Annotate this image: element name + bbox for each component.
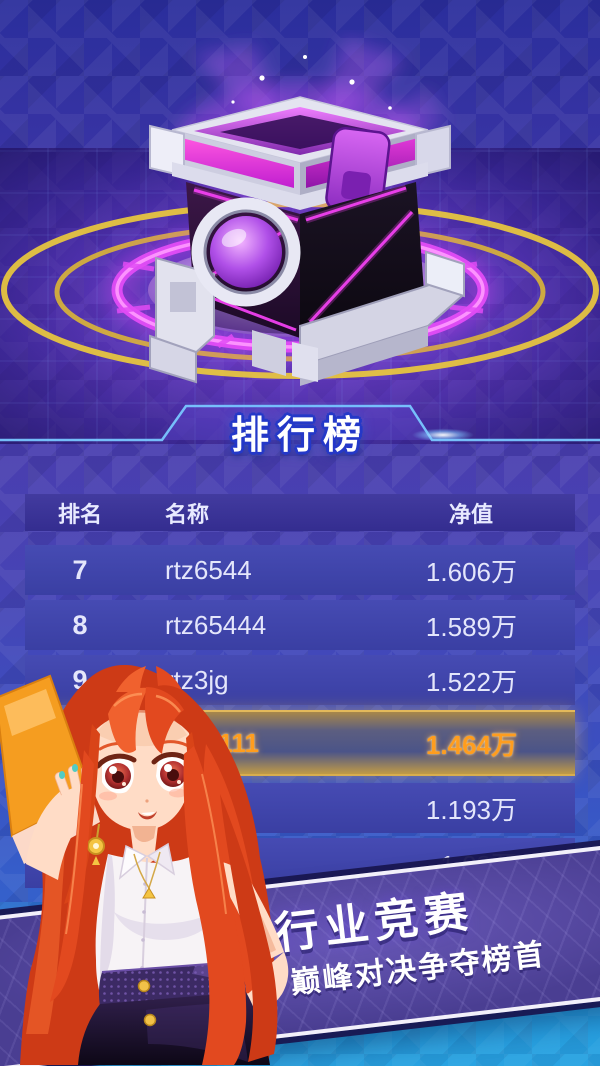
sparkles — [231, 55, 392, 110]
leaderboard-title-tab: 排行榜 — [0, 398, 600, 460]
table-row: 8 rtz65444 1.589万 — [25, 600, 575, 650]
table-header: 排名 名称 净值 — [25, 494, 575, 531]
rank-cell: 7 — [72, 554, 88, 585]
rank-cell: 8 — [72, 609, 88, 640]
value-cell: 1.606万 — [425, 556, 517, 587]
value-cell: 1.464万 — [425, 729, 517, 760]
header-name: 名称 — [165, 501, 210, 527]
anime-girl-mascot — [0, 664, 289, 1065]
value-cell: 1.522万 — [425, 666, 517, 697]
header-value: 净值 — [448, 501, 493, 527]
header-rank: 排名 — [57, 501, 102, 527]
value-cell: 1.589万 — [425, 611, 517, 642]
treasure-chest-icon[interactable] — [149, 38, 465, 386]
leaderboard-title: 排行榜 — [230, 415, 369, 457]
value-cell: 1.193万 — [425, 794, 517, 825]
table-row: 7 rtz6544 1.606万 — [25, 545, 575, 595]
name-cell: rtz65444 — [165, 609, 267, 640]
name-cell: rtz6544 — [165, 554, 252, 585]
